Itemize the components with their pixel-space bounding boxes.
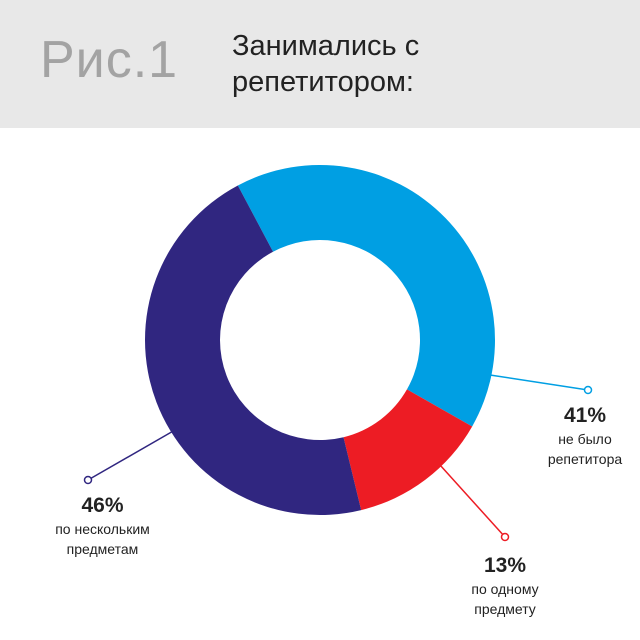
chart-title: Занимались с репетитором: [232,30,420,98]
value-label: 13% [483,554,527,577]
leader-line [439,464,506,538]
leader-line [87,429,176,481]
data-label: 41% не было репетитора [535,403,635,469]
leader-dot [500,532,510,542]
data-label: 46% по нескольким предметам [40,493,165,559]
leader-dot [83,475,93,485]
leader-line [489,374,589,391]
category-label: не было репетитора [547,431,623,467]
figure-label: Рис.1 [40,31,179,89]
category-label: по одному предмету [471,581,539,617]
leader-dot [583,385,593,395]
category-label: по нескольким предметам [55,521,150,557]
donut-segment [343,389,473,511]
donut-segment [145,185,362,515]
value-label: 46% [81,494,124,517]
header: Рис.1 Занимались с репетитором: [0,0,640,128]
value-label: 41% [563,404,607,427]
donut-segment [237,164,496,427]
data-label: 13% по одному предмету [450,553,560,619]
